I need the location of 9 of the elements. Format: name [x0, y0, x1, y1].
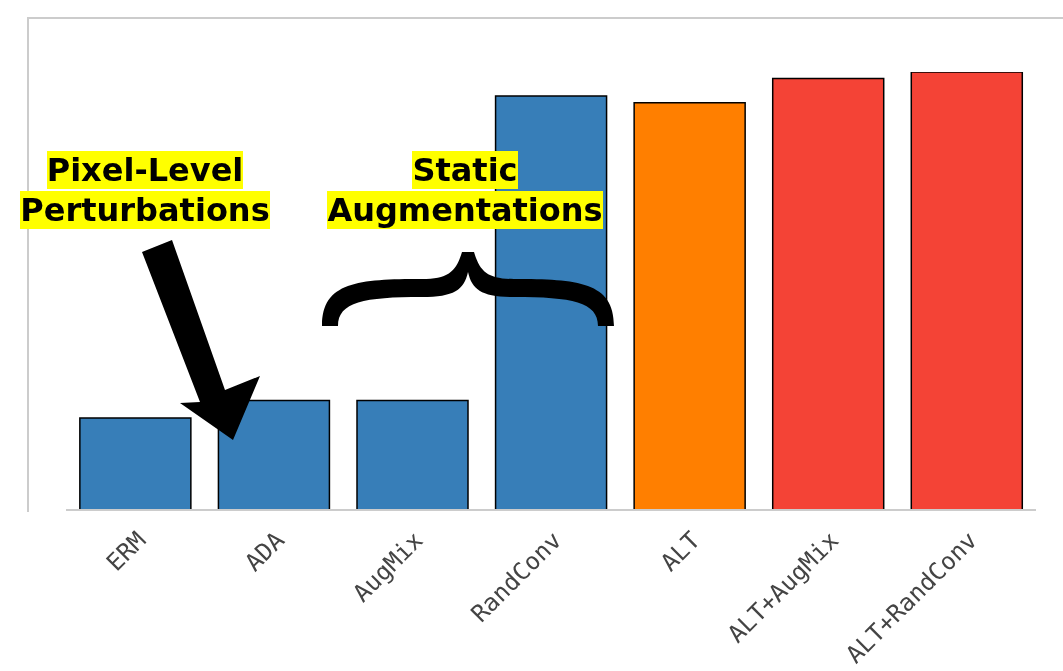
annotation: Pixel-Level Perturbations — [20, 151, 270, 229]
bar — [79, 417, 192, 510]
bar — [633, 101, 746, 510]
x-tick-label: ADA — [239, 525, 291, 577]
annotation: Static Augmentations — [327, 151, 603, 229]
bar — [217, 399, 331, 510]
bar — [771, 77, 885, 510]
bar — [910, 72, 1024, 510]
bar — [356, 399, 469, 510]
